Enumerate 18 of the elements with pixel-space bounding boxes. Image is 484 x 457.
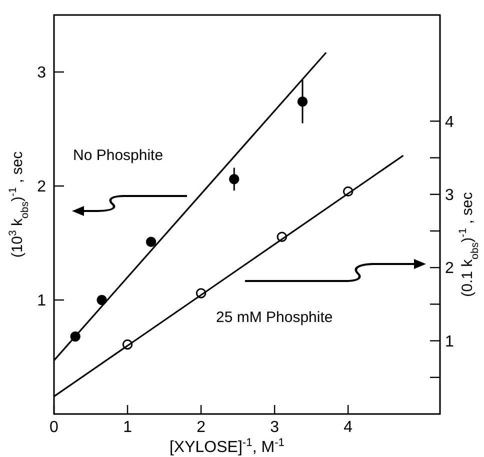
x-tick-label: 3 — [270, 419, 280, 436]
x-tick-label: 1 — [123, 419, 132, 436]
x-axis-title: [XYLOSE]$^{-1}$, M$^{-1}$ — [169, 437, 285, 456]
y2-tick-label: 1 — [445, 333, 454, 350]
point — [146, 236, 156, 247]
y2-tick-label: 4 — [445, 114, 454, 131]
y-tick-label: 2 — [37, 178, 46, 196]
y2-tick-label: 3 — [445, 186, 454, 204]
x-tick-label: 2 — [196, 419, 206, 436]
point — [229, 174, 240, 184]
x-tick-label: 0 — [50, 419, 59, 436]
y-tick-label: 3 — [37, 64, 46, 82]
annotation: 25 mM Phosphite — [216, 309, 333, 326]
point — [297, 96, 308, 107]
y2-tick-label: 2 — [445, 260, 454, 278]
annotation: No Phosphite — [73, 147, 164, 164]
y-tick-label: 1 — [37, 292, 46, 310]
x-tick-label: 4 — [344, 419, 353, 436]
